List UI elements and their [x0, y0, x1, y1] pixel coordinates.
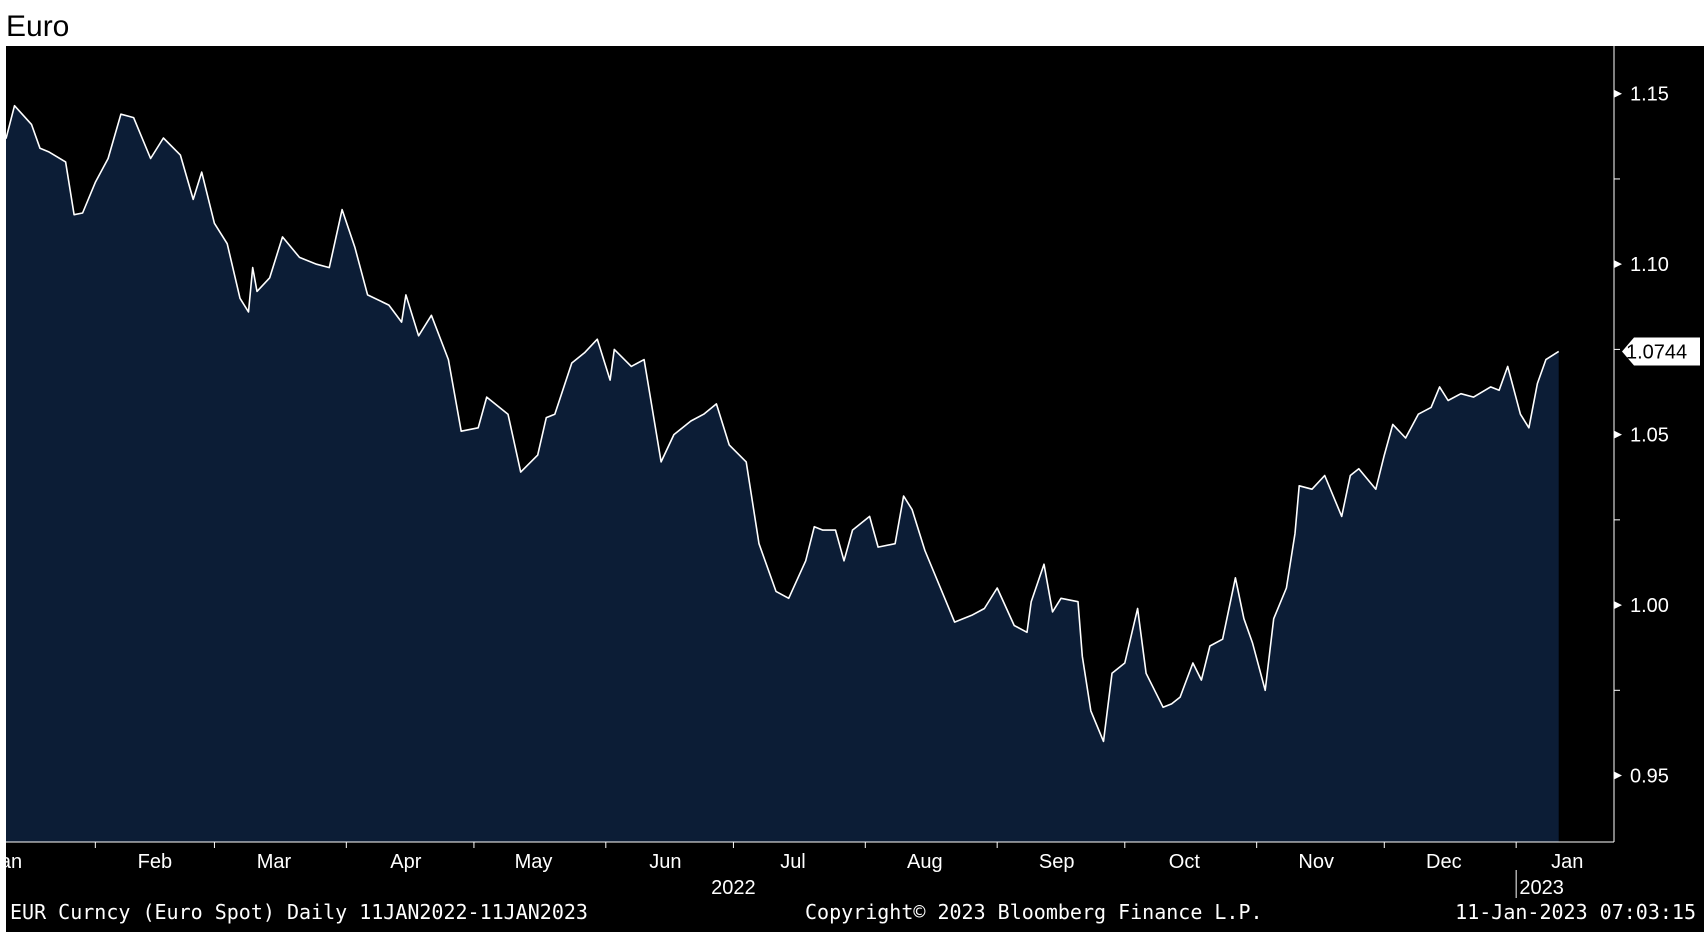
y-tick-label: 0.95 [1630, 766, 1669, 788]
chart-title: Euro [6, 10, 70, 43]
x-month-label: Jun [649, 851, 681, 873]
footer-center: Copyright© 2023 Bloomberg Finance L.P. [805, 900, 1263, 924]
x-month-label: Sep [1039, 851, 1075, 873]
y-tick-label: 1.05 [1630, 425, 1669, 447]
x-month-label: Aug [907, 851, 943, 873]
y-tick-label: 1.15 [1630, 84, 1669, 106]
footer-right: 11-Jan-2023 07:03:15 [1455, 900, 1696, 924]
series-area [6, 105, 1559, 842]
y-tick-marker [1614, 89, 1622, 98]
x-month-label: Oct [1169, 851, 1201, 873]
x-month-label: Dec [1426, 851, 1462, 873]
last-value-flag [1622, 337, 1700, 366]
y-tick-label: 1.00 [1630, 595, 1669, 617]
y-tick-label: 1.10 [1630, 254, 1669, 276]
x-month-label: Nov [1298, 851, 1334, 873]
y-tick-marker [1614, 260, 1622, 269]
y-tick-marker [1614, 430, 1622, 439]
last-value-label: 1.0744 [1626, 341, 1687, 363]
x-year-label: 2023 [1519, 877, 1564, 899]
x-month-label: Feb [138, 851, 172, 873]
y-tick-marker [1614, 601, 1622, 610]
x-month-label: Jan [1551, 851, 1583, 873]
x-month-label: May [515, 851, 553, 873]
x-month-label: Mar [257, 851, 292, 873]
x-month-label: Jul [780, 851, 806, 873]
footer-left: EUR Curncy (Euro Spot) Daily 11JAN2022-1… [10, 900, 588, 924]
x-year-label: 2022 [711, 877, 756, 899]
y-tick-marker [1614, 771, 1622, 780]
x-month-label: Jan [0, 851, 22, 873]
series-line [5, 104, 1560, 743]
x-month-label: Apr [390, 851, 421, 873]
